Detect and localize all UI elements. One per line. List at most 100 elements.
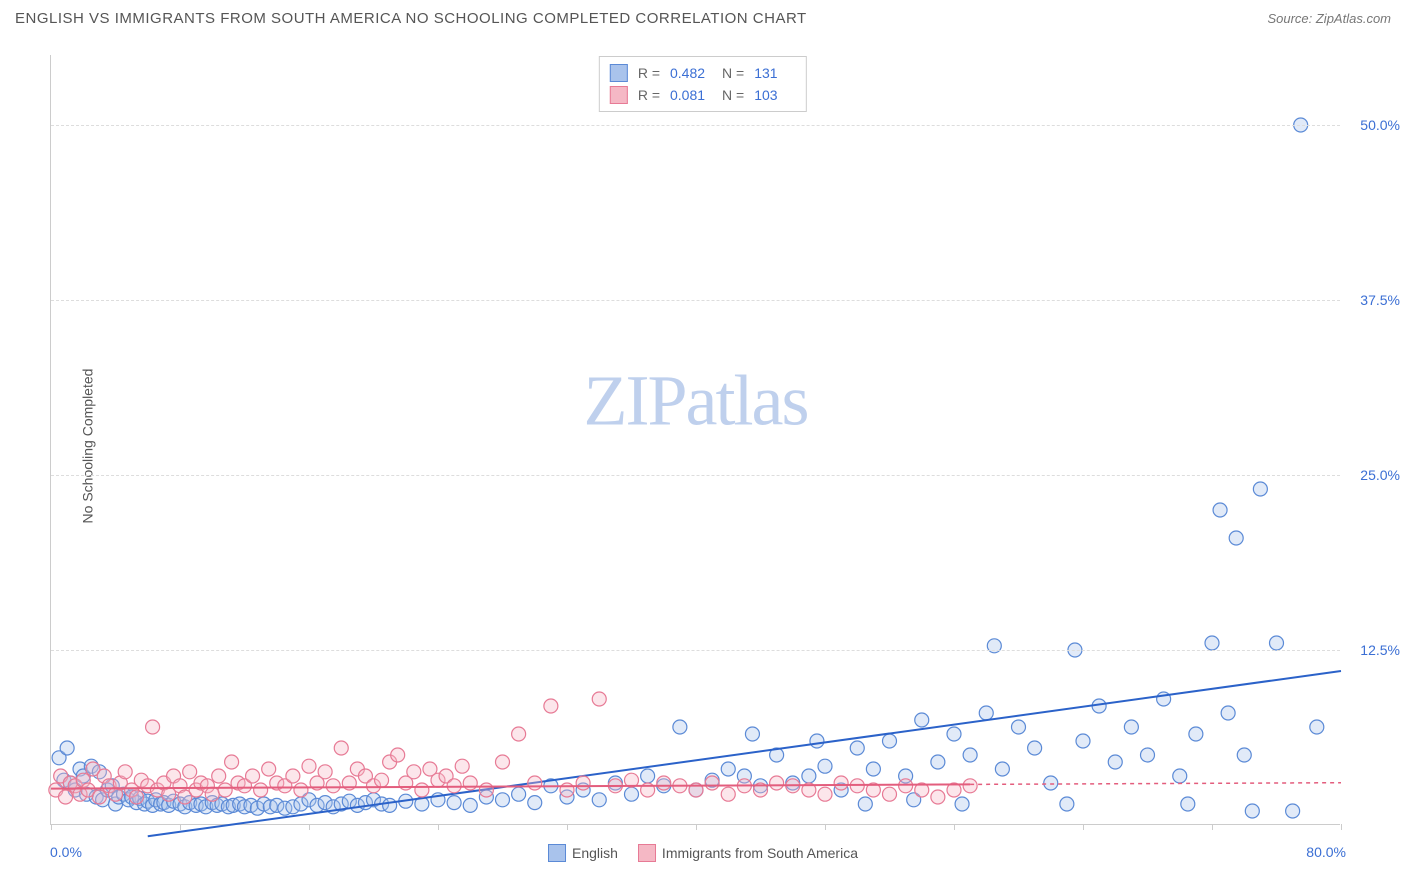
data-point <box>212 769 226 783</box>
data-point <box>979 706 993 720</box>
data-point <box>246 769 260 783</box>
data-point <box>576 776 590 790</box>
data-point <box>850 741 864 755</box>
data-point <box>834 776 848 790</box>
data-point <box>407 765 421 779</box>
y-tick-label: 25.0% <box>1360 467 1400 483</box>
data-point <box>1205 636 1219 650</box>
data-point <box>512 787 526 801</box>
data-point <box>560 783 574 797</box>
data-point <box>183 765 197 779</box>
data-point <box>463 798 477 812</box>
data-point <box>858 797 872 811</box>
data-point <box>254 783 268 797</box>
data-point <box>657 776 671 790</box>
data-point <box>334 741 348 755</box>
data-point <box>59 790 73 804</box>
data-point <box>899 779 913 793</box>
x-tick <box>51 824 52 830</box>
x-tick <box>567 824 568 830</box>
swatch-english-bottom <box>548 844 566 862</box>
data-point <box>963 748 977 762</box>
n-label: N = <box>722 87 744 103</box>
data-point <box>326 779 340 793</box>
legend-item-english: English <box>548 844 618 862</box>
data-point <box>1253 482 1267 496</box>
legend-row-sa: R = 0.081 N = 103 <box>610 84 796 106</box>
data-point <box>995 762 1009 776</box>
data-point <box>1108 755 1122 769</box>
x-tick <box>309 824 310 830</box>
data-point <box>818 759 832 773</box>
data-point <box>118 765 132 779</box>
data-point <box>528 796 542 810</box>
data-point <box>1173 769 1187 783</box>
data-point <box>1221 706 1235 720</box>
data-point <box>1213 503 1227 517</box>
swatch-sa-bottom <box>638 844 656 862</box>
x-tick <box>954 824 955 830</box>
gridline <box>51 300 1340 301</box>
data-point <box>391 748 405 762</box>
data-point <box>915 713 929 727</box>
data-point <box>318 765 332 779</box>
gridline <box>51 475 1340 476</box>
y-tick-label: 12.5% <box>1360 642 1400 658</box>
data-point <box>1270 636 1284 650</box>
data-point <box>721 762 735 776</box>
data-point <box>810 734 824 748</box>
data-point <box>92 790 106 804</box>
data-point <box>1310 720 1324 734</box>
n-label: N = <box>722 65 744 81</box>
r-label: R = <box>638 65 660 81</box>
x-tick <box>1341 824 1342 830</box>
data-point <box>146 720 160 734</box>
data-point <box>1141 748 1155 762</box>
data-point <box>1028 741 1042 755</box>
data-point <box>947 727 961 741</box>
data-point <box>496 793 510 807</box>
data-point <box>745 727 759 741</box>
data-point <box>770 776 784 790</box>
y-tick-label: 50.0% <box>1360 117 1400 133</box>
x-tick <box>825 824 826 830</box>
data-point <box>1245 804 1259 818</box>
data-point <box>302 759 316 773</box>
x-axis-min: 0.0% <box>50 844 82 860</box>
x-tick <box>1083 824 1084 830</box>
y-tick-label: 37.5% <box>1360 292 1400 308</box>
data-point <box>129 790 143 804</box>
data-point <box>1189 727 1203 741</box>
data-point <box>1076 734 1090 748</box>
data-point <box>592 692 606 706</box>
data-point <box>205 787 219 801</box>
data-point <box>1012 720 1026 734</box>
data-point <box>463 776 477 790</box>
data-point <box>447 796 461 810</box>
swatch-english <box>610 64 628 82</box>
gridline <box>51 650 1340 651</box>
r-label: R = <box>638 87 660 103</box>
data-point <box>496 755 510 769</box>
n-value-sa: 103 <box>754 87 796 103</box>
data-point <box>705 776 719 790</box>
data-point <box>415 783 429 797</box>
data-point <box>544 699 558 713</box>
data-point <box>528 776 542 790</box>
data-point <box>866 762 880 776</box>
data-point <box>721 787 735 801</box>
plot-area: ZIPatlas 12.5%25.0%37.5%50.0% <box>50 55 1340 825</box>
data-point <box>479 783 493 797</box>
chart-source: Source: ZipAtlas.com <box>1267 11 1391 26</box>
r-value-english: 0.482 <box>670 65 712 81</box>
data-point <box>294 783 308 797</box>
swatch-sa <box>610 86 628 104</box>
x-tick <box>438 824 439 830</box>
data-point <box>1229 531 1243 545</box>
data-point <box>455 759 469 773</box>
data-point <box>286 769 300 783</box>
data-point <box>1286 804 1300 818</box>
data-point <box>963 779 977 793</box>
data-point <box>592 793 606 807</box>
data-point <box>262 762 276 776</box>
